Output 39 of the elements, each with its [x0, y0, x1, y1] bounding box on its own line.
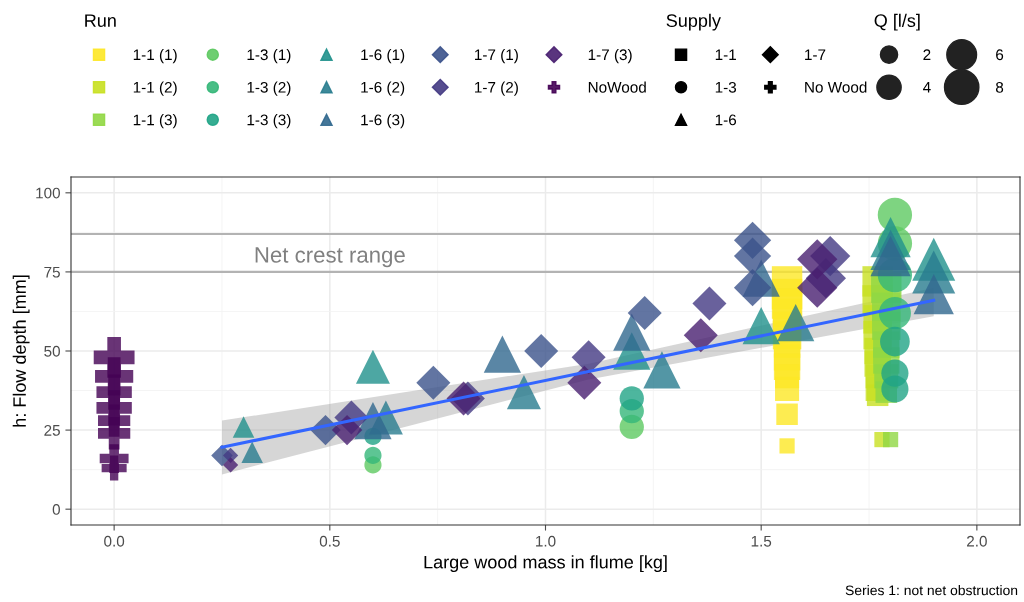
- legend-label: NoWood: [588, 81, 646, 93]
- legend-label: 4: [922, 82, 931, 93]
- legend-label: 1-7 (1): [475, 48, 518, 64]
- x-tick-label: 1.5: [751, 535, 772, 547]
- legend-label: 8: [995, 81, 1004, 93]
- text: 1-6: [715, 114, 737, 126]
- legend-label: 1-6 (1): [361, 48, 405, 64]
- legend-label: 1-3 (2): [247, 81, 291, 96]
- x-tick-label: 0.5: [319, 535, 340, 547]
- legend-label: 1-1 (1): [133, 48, 177, 64]
- text: 1-1: [715, 49, 736, 60]
- text: Supply: [666, 13, 721, 31]
- y-tick-label: 100: [36, 187, 60, 199]
- legend-label: 1-6 (2): [361, 81, 405, 96]
- legend-label: 1-3 (3): [247, 114, 291, 129]
- text: No Wood: [805, 81, 867, 93]
- y-axis-title: h: Flow depth [mm]: [12, 275, 30, 427]
- text: Series 1: not net obstruction: [845, 585, 1018, 596]
- legend-label: 1-3 (1): [247, 48, 291, 64]
- y-tick-label: 50: [44, 345, 60, 357]
- ref-line-label: Net crest range: [255, 247, 405, 268]
- legend-label: 1-7 (2): [475, 81, 518, 96]
- legend-label: 2: [923, 49, 931, 60]
- text: 1-3: [715, 81, 737, 93]
- x-tick-label: 0.0: [104, 535, 125, 547]
- text: Run: [85, 14, 116, 28]
- legend-label: 1-6 (3): [361, 114, 405, 129]
- legend-label: 6: [996, 49, 1004, 61]
- y-tick-label: 0: [52, 504, 60, 515]
- y-tick-label: 25: [44, 424, 60, 436]
- legend-label: 1-7 (3): [588, 48, 632, 64]
- x-axis-title: Large wood mass in flume [kg]: [424, 555, 667, 573]
- x-tick-label: 2.0: [967, 535, 987, 547]
- text: Q [l/s]: [874, 13, 920, 31]
- text: 1-7: [805, 49, 826, 60]
- legend-label: 1-1 (2): [133, 81, 177, 96]
- x-tick-label: 1.0: [536, 535, 556, 547]
- y-tick-label: 75: [44, 266, 60, 278]
- legend-label: 1-1 (3): [133, 114, 177, 129]
